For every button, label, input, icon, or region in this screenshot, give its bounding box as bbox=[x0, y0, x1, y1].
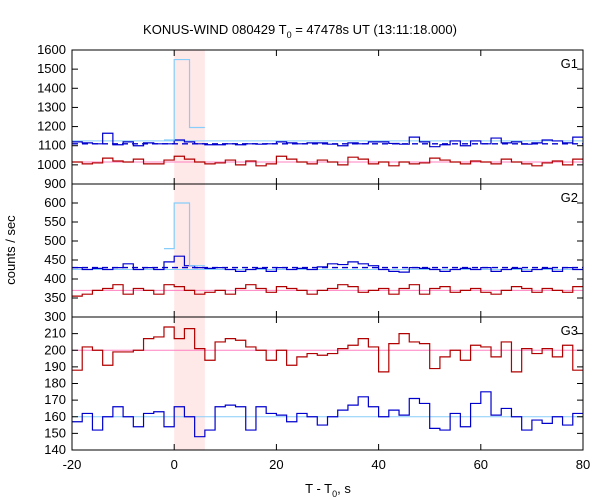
panels-group: 9001000110012001300140015001600G13003504… bbox=[37, 42, 590, 472]
series-line-dark-blue bbox=[72, 132, 583, 148]
y-tick-label: 140 bbox=[44, 442, 66, 457]
series-line-accent-light bbox=[163, 58, 205, 141]
x-tick-label: 80 bbox=[576, 457, 590, 472]
y-tick-label: 190 bbox=[44, 359, 66, 374]
x-tick-label: 20 bbox=[269, 457, 283, 472]
y-tick-label: 160 bbox=[44, 409, 66, 424]
y-tick-label: 1500 bbox=[37, 61, 66, 76]
y-tick-label: 1000 bbox=[37, 157, 66, 172]
panel-label: G1 bbox=[561, 56, 578, 71]
panel-label: G2 bbox=[561, 190, 578, 205]
y-tick-label: 550 bbox=[44, 214, 66, 229]
y-tick-label: 600 bbox=[44, 195, 66, 210]
y-tick-label: 1200 bbox=[37, 119, 66, 134]
y-tick-label: 210 bbox=[44, 326, 66, 341]
panel-frame bbox=[71, 316, 584, 451]
y-tick-label: 200 bbox=[44, 342, 66, 357]
y-axis-label: counts / sec bbox=[3, 215, 18, 285]
x-axis-label-subscript: 0 bbox=[332, 489, 337, 499]
y-tick-label: 450 bbox=[44, 252, 66, 267]
y-tick-label: 350 bbox=[44, 290, 66, 305]
x-axis-label: T - T0, s bbox=[305, 481, 351, 499]
series-line-dark-blue bbox=[72, 255, 583, 273]
y-tick-label: 170 bbox=[44, 392, 66, 407]
chart-title-subscript: 0 bbox=[287, 30, 292, 40]
panel-g1: 900 1000 1100 1200 1300 1400 1500 1600 G1 bbox=[37, 42, 584, 191]
x-tick-label: 60 bbox=[474, 457, 488, 472]
x-tick-label: 0 bbox=[171, 457, 178, 472]
x-tick-label: -20 bbox=[63, 457, 82, 472]
chart-title: KONUS-WIND 080429 T0 = 47478s UT (13:11:… bbox=[143, 22, 457, 40]
series-line-accent-light bbox=[163, 202, 205, 267]
series-line-dark-red bbox=[72, 284, 583, 297]
panel-g2: 300 350 400 450 500 550 600 G2 bbox=[44, 183, 584, 324]
series-line-dark-red bbox=[72, 326, 583, 373]
panel-frame bbox=[71, 183, 584, 318]
y-tick-label: 300 bbox=[44, 309, 66, 324]
y-tick-label: 1600 bbox=[37, 42, 66, 57]
y-tick-label: 500 bbox=[44, 233, 66, 248]
y-tick-label: 180 bbox=[44, 376, 66, 391]
x-tick-label: 40 bbox=[371, 457, 385, 472]
y-tick-label: 1300 bbox=[37, 99, 66, 114]
burst-highlight-band bbox=[174, 317, 205, 450]
panel-label: G3 bbox=[561, 323, 578, 338]
y-tick-label: 1400 bbox=[37, 80, 66, 95]
y-tick-label: 1100 bbox=[38, 138, 66, 153]
y-tick-label: 900 bbox=[44, 176, 66, 191]
y-tick-label: 150 bbox=[44, 425, 66, 440]
series-line-dark-blue bbox=[72, 391, 583, 438]
y-tick-label: 400 bbox=[44, 271, 66, 286]
series-line-dark-red bbox=[72, 155, 583, 167]
